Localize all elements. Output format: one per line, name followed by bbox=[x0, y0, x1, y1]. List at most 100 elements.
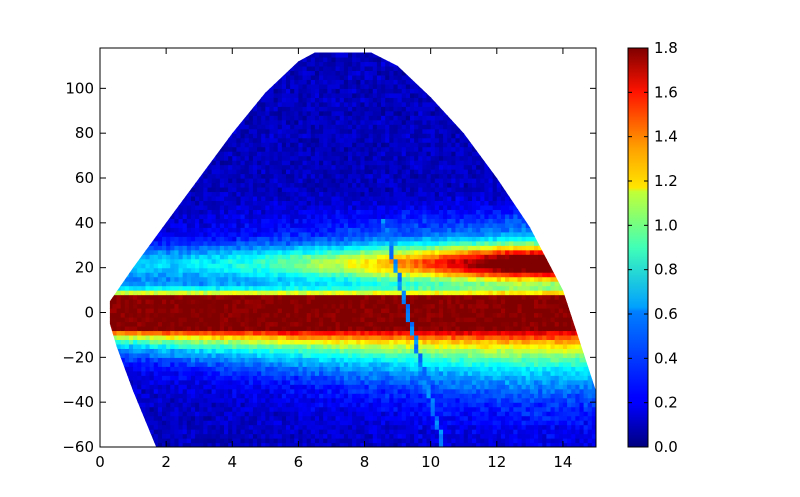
heatmap-cell bbox=[265, 92, 271, 98]
heatmap-cell bbox=[186, 281, 192, 287]
heatmap-cell bbox=[157, 290, 163, 296]
heatmap-cell bbox=[306, 106, 312, 112]
heatmap-cell bbox=[248, 200, 254, 206]
heatmap-cell bbox=[228, 227, 233, 233]
heatmap-cell bbox=[236, 173, 242, 179]
heatmap-cell bbox=[248, 334, 254, 340]
heatmap-cell bbox=[141, 352, 147, 358]
heatmap-cell bbox=[141, 299, 147, 305]
heatmap-cell bbox=[215, 186, 221, 193]
heatmap-cell bbox=[219, 218, 225, 224]
heatmap-cell bbox=[319, 195, 324, 202]
heatmap-cell bbox=[310, 276, 316, 282]
heatmap-cell bbox=[178, 245, 184, 251]
heatmap-cell bbox=[224, 173, 229, 179]
heatmap-cell bbox=[133, 379, 138, 385]
heatmap-cell bbox=[153, 438, 159, 444]
heatmap-cell bbox=[306, 231, 312, 237]
heatmap-cell bbox=[252, 375, 258, 381]
heatmap-cell bbox=[269, 155, 275, 161]
heatmap-cell bbox=[224, 142, 229, 148]
heatmap-cell bbox=[219, 406, 225, 412]
heatmap-cell bbox=[157, 249, 163, 255]
heatmap-cell bbox=[236, 227, 242, 233]
heatmap-cell bbox=[186, 429, 192, 435]
heatmap-cell bbox=[331, 438, 337, 444]
heatmap-cell bbox=[244, 379, 250, 385]
heatmap-cell bbox=[190, 384, 196, 390]
heatmap-cell bbox=[277, 182, 283, 188]
heatmap-cell bbox=[281, 128, 287, 134]
heatmap-cell bbox=[199, 276, 204, 282]
heatmap-cell bbox=[128, 294, 134, 300]
heatmap-cell bbox=[302, 191, 308, 197]
heatmap-cell bbox=[273, 186, 279, 193]
heatmap-cell bbox=[286, 312, 291, 318]
heatmap-cell bbox=[190, 227, 196, 233]
heatmap-cell bbox=[306, 88, 312, 94]
heatmap-cell bbox=[195, 299, 200, 305]
heatmap-cell bbox=[162, 397, 167, 403]
heatmap-cell bbox=[252, 160, 258, 166]
heatmap-cell bbox=[273, 92, 279, 98]
heatmap-cell bbox=[323, 366, 328, 372]
heatmap-cell bbox=[252, 379, 258, 385]
heatmap-cell bbox=[174, 312, 180, 318]
heatmap-cell bbox=[298, 424, 304, 430]
heatmap-cell bbox=[323, 272, 328, 278]
heatmap-cell bbox=[281, 303, 287, 309]
heatmap-cell bbox=[302, 169, 308, 175]
heatmap-cell bbox=[182, 361, 188, 367]
heatmap-cell bbox=[319, 393, 324, 399]
heatmap-cell bbox=[294, 110, 299, 116]
heatmap-cell bbox=[207, 281, 213, 287]
heatmap-cell bbox=[203, 178, 209, 184]
heatmap-cell bbox=[286, 384, 291, 390]
heatmap-cell bbox=[294, 397, 299, 403]
heatmap-cell bbox=[182, 312, 188, 318]
heatmap-cell bbox=[319, 303, 324, 309]
heatmap-cell bbox=[298, 393, 304, 399]
heatmap-cell bbox=[240, 442, 246, 447]
heatmap-cell bbox=[273, 357, 279, 363]
heatmap-cell bbox=[294, 429, 299, 435]
heatmap-cell bbox=[219, 240, 225, 246]
heatmap-cell bbox=[182, 204, 188, 210]
heatmap-cell bbox=[314, 92, 320, 98]
heatmap-cell bbox=[228, 137, 233, 143]
heatmap-cell bbox=[273, 281, 279, 287]
heatmap-cell bbox=[290, 420, 295, 426]
heatmap-cell bbox=[298, 61, 304, 67]
heatmap-cell bbox=[137, 366, 142, 372]
heatmap-cell bbox=[112, 299, 118, 305]
heatmap-cell bbox=[310, 393, 316, 399]
heatmap-cell bbox=[141, 316, 147, 323]
heatmap-cell bbox=[257, 169, 262, 175]
heatmap-cell bbox=[170, 213, 175, 219]
heatmap-cell bbox=[298, 325, 304, 332]
heatmap-cell bbox=[236, 285, 242, 291]
heatmap-cell bbox=[277, 406, 283, 412]
heatmap-cell bbox=[323, 294, 328, 300]
heatmap-cell bbox=[137, 384, 142, 390]
heatmap-cell bbox=[310, 209, 316, 215]
heatmap-cell bbox=[182, 308, 188, 314]
heatmap-cell bbox=[236, 303, 242, 309]
heatmap-cell bbox=[133, 308, 138, 314]
heatmap-cell bbox=[277, 115, 283, 121]
heatmap-cell bbox=[277, 231, 283, 237]
heatmap-cell bbox=[306, 204, 312, 210]
heatmap-cell bbox=[133, 366, 138, 372]
heatmap-cell bbox=[252, 384, 258, 390]
heatmap-cell bbox=[273, 402, 279, 408]
heatmap-cell bbox=[302, 361, 308, 367]
heatmap-cell bbox=[203, 285, 209, 291]
heatmap-cell bbox=[314, 357, 320, 363]
heatmap-cell bbox=[290, 370, 295, 376]
heatmap-cell bbox=[215, 245, 221, 251]
heatmap-cell bbox=[215, 263, 221, 269]
heatmap-cell bbox=[224, 343, 229, 349]
heatmap-cell bbox=[310, 402, 316, 408]
heatmap-cell bbox=[323, 384, 328, 390]
